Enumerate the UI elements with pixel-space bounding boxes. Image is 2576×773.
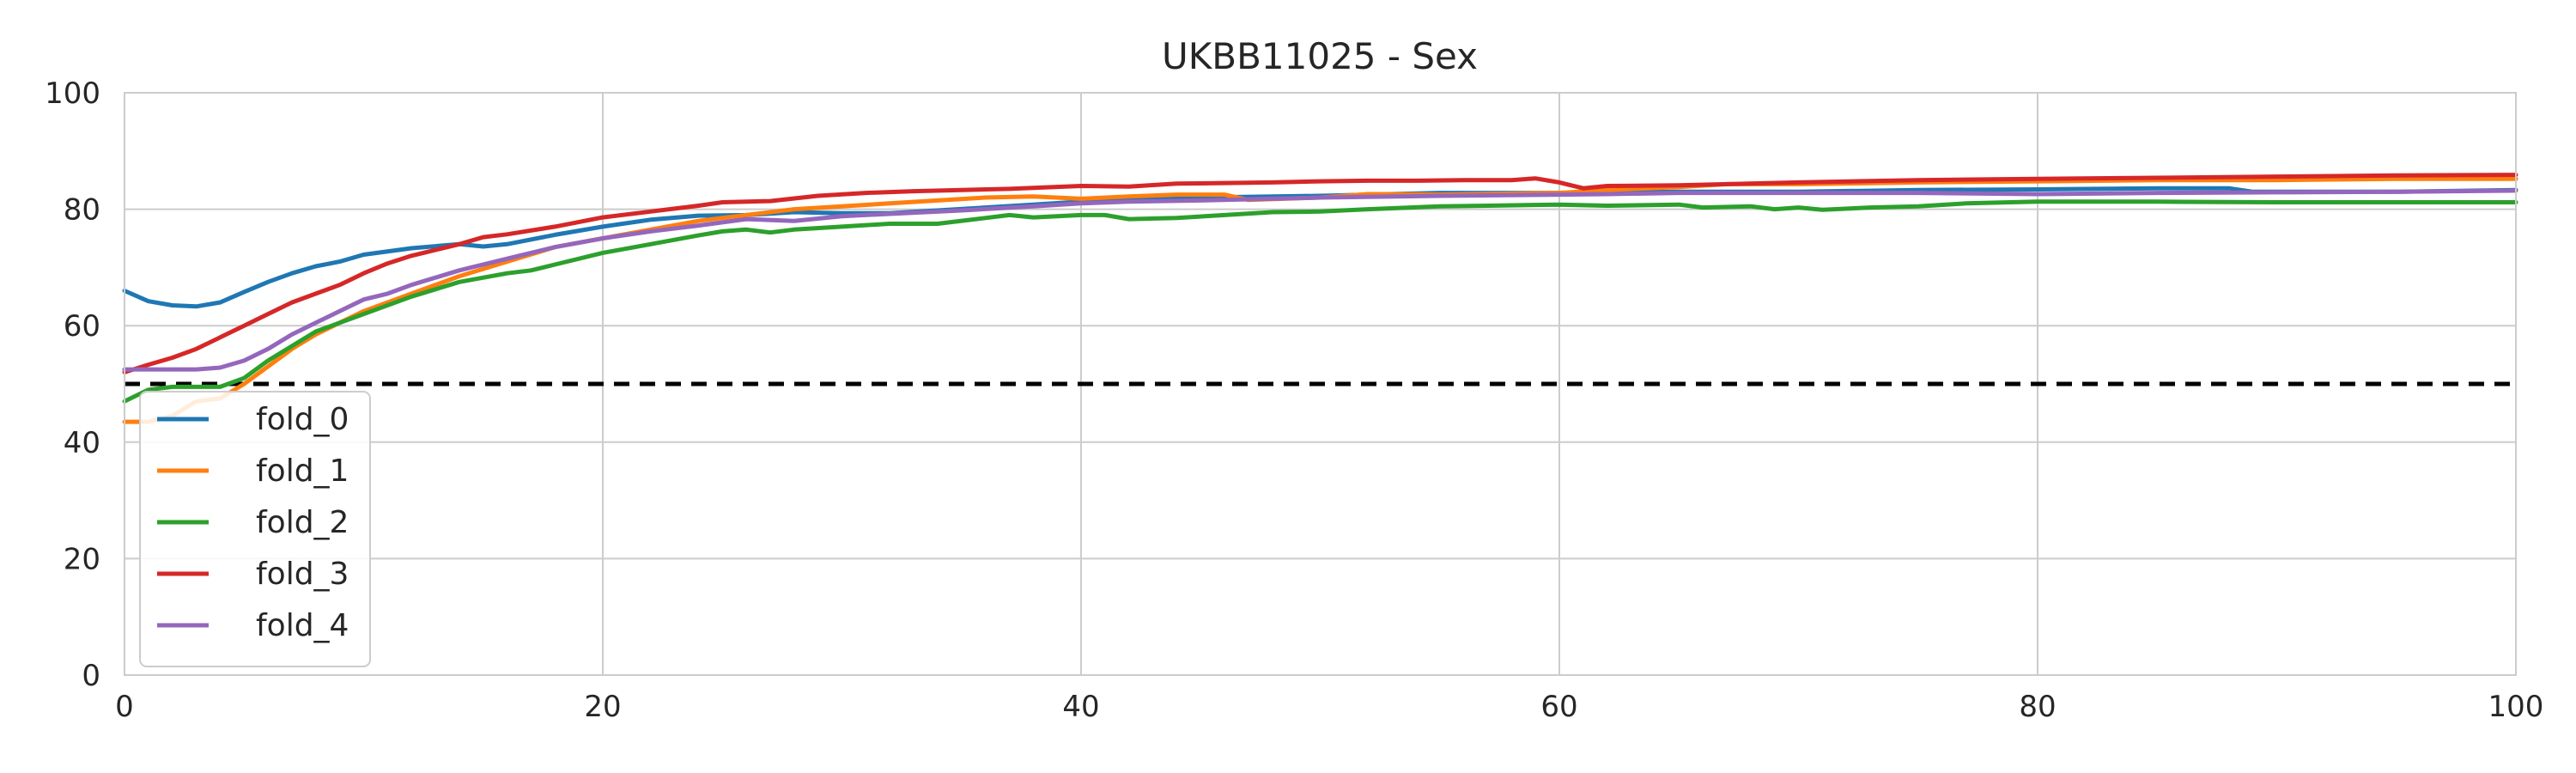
legend-label: fold_1 xyxy=(256,453,349,489)
series-lines xyxy=(122,173,2518,424)
series-line-fold-3 xyxy=(122,173,2518,374)
x-tick-label: 80 xyxy=(2019,690,2056,724)
x-tick-label: 20 xyxy=(584,690,621,724)
x-tick-label: 60 xyxy=(1540,690,1577,724)
y-tick-label: 20 xyxy=(64,542,100,576)
y-tick-labels: 0 20 40 60 80 100 xyxy=(45,76,100,693)
legend: fold_0 fold_1 fold_2 fold_3 fold_4 xyxy=(139,391,371,667)
y-tick-label: 40 xyxy=(64,426,100,460)
series-line-fold-4 xyxy=(122,188,2518,372)
plot-frame xyxy=(124,92,2517,676)
y-tick-label: 0 xyxy=(82,659,100,693)
legend-box xyxy=(139,391,371,667)
x-tick-label: 40 xyxy=(1062,690,1099,724)
legend-label: fold_0 xyxy=(256,402,349,437)
y-tick-label: 100 xyxy=(45,76,100,111)
legend-label: fold_4 xyxy=(256,608,349,643)
series-line-fold-2 xyxy=(122,199,2518,404)
y-tick-label: 60 xyxy=(64,309,100,344)
chart-title: UKBB11025 - Sex xyxy=(1162,35,1478,77)
legend-label: fold_3 xyxy=(256,557,349,592)
y-tick-label: 80 xyxy=(64,193,100,228)
x-tick-labels: 0 20 40 60 80 100 xyxy=(115,690,2543,724)
series-line-fold-0 xyxy=(122,186,2518,309)
legend-label: fold_2 xyxy=(256,505,349,540)
x-tick-label: 0 xyxy=(115,690,134,724)
x-tick-label: 100 xyxy=(2488,690,2544,724)
